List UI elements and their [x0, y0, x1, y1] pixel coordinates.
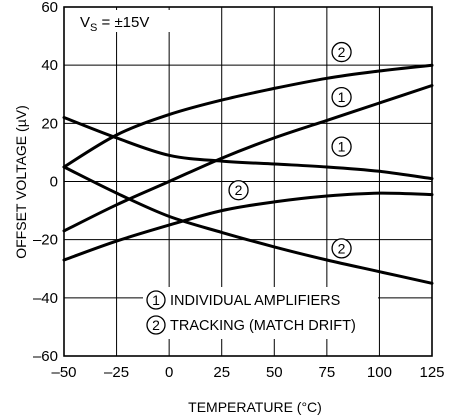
- x-tick-label: 75: [319, 364, 336, 381]
- curve-marker-2: [331, 87, 352, 108]
- y-tick-label: 40: [41, 57, 58, 74]
- curve-marker-1-number: 2: [338, 44, 346, 60]
- legend-item-tracking: TRACKING (MATCH DRIFT): [170, 318, 356, 334]
- y-axis-label: OFFSET VOLTAGE (µV): [13, 105, 29, 259]
- y-tick-label: 60: [41, 0, 58, 16]
- series-line-4: [62, 191, 434, 262]
- tick-labels: –50 –25 0 25 50 75 100 125 –60 –40 –20 0 20 40 60: [33, 0, 445, 381]
- legend-marker-1-number: 1: [152, 292, 160, 308]
- curve-marker-4: [228, 180, 249, 201]
- legend-item-individual: INDIVIDUAL AMPLIFIERS: [170, 293, 340, 309]
- curve-labels: 2 1 1 2 2: [228, 41, 352, 259]
- x-tick-label: 50: [266, 364, 283, 381]
- y-tick-label: –40: [33, 290, 58, 307]
- x-axis-label: TEMPERATURE (°C): [188, 399, 322, 415]
- supply-label: VS = ±15V: [80, 14, 149, 34]
- series-line-2: [62, 84, 434, 233]
- curve-marker-1: [331, 41, 352, 63]
- curves: [62, 63, 434, 285]
- x-tick-label: –25: [104, 364, 129, 381]
- y-tick-label: 20: [41, 115, 58, 132]
- legend-background: [143, 287, 378, 339]
- curve-marker-4-number: 2: [235, 182, 243, 198]
- curve-marker-2-number: 1: [338, 89, 346, 105]
- x-tick-label: 25: [213, 364, 230, 381]
- series-line-5: [62, 165, 434, 285]
- legend-marker-2: [146, 315, 166, 335]
- y-tick-label: 0: [50, 174, 58, 191]
- x-tick-label: 100: [367, 364, 392, 381]
- curve-marker-5: [331, 238, 352, 259]
- x-tick-label: –50: [51, 364, 76, 381]
- series-line-1: [62, 63, 434, 169]
- curve-marker-3-number: 1: [338, 139, 346, 155]
- series-line-3: [62, 116, 434, 181]
- curve-marker-5-number: 2: [338, 240, 346, 256]
- supply-annotation: VS = ±15V: [74, 10, 180, 34]
- legend-marker-1: [146, 290, 166, 310]
- y-tick-label: –60: [33, 348, 58, 365]
- legend-marker-2-number: 2: [152, 317, 160, 333]
- legend: 1 INDIVIDUAL AMPLIFIERS 2 TRACKING (MATC…: [143, 287, 378, 339]
- annotation-background: [74, 10, 180, 32]
- x-tick-label: 125: [419, 364, 444, 381]
- plot-frame: [63, 6, 433, 357]
- x-tick-label: 0: [165, 364, 173, 381]
- y-tick-label: –20: [33, 232, 58, 249]
- curve-marker-3: [331, 136, 352, 157]
